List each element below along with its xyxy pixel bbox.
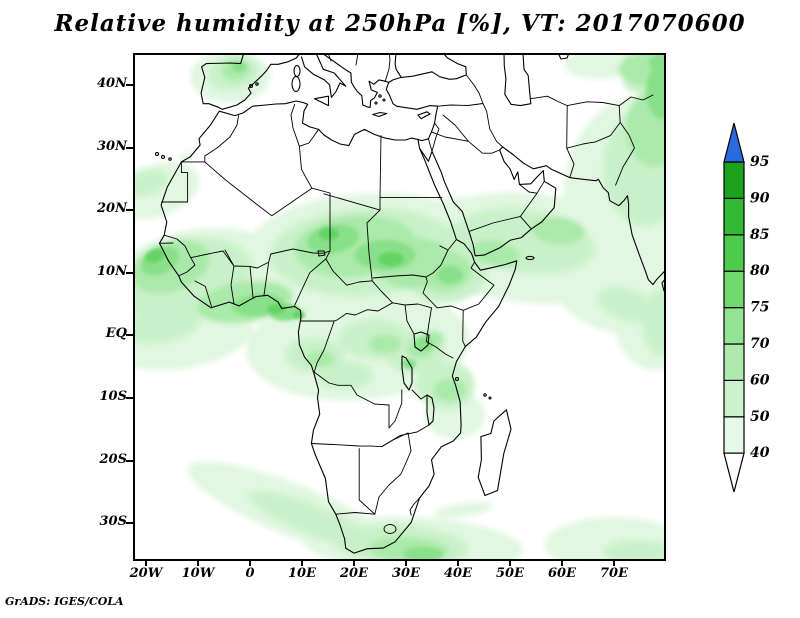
lon-tick-label: 70E	[600, 566, 628, 581]
lon-tick-mark	[509, 561, 511, 566]
sicily-island	[313, 95, 330, 107]
lat-tick-mark	[126, 83, 133, 86]
lake-tanganyika	[401, 355, 413, 391]
colorbar-segment	[723, 161, 745, 200]
plot-title: Relative humidity at 250hPa [%], VT: 201…	[54, 10, 746, 37]
colorbar-label: 85	[750, 227, 769, 243]
lon-tick-label: 40E	[444, 566, 472, 581]
aral-sea-hint	[557, 52, 570, 60]
map-frame	[133, 53, 666, 561]
lon-tick-label: 30E	[392, 566, 420, 581]
lat-tick-label: 20S	[99, 451, 127, 467]
lat-tick-mark	[126, 209, 133, 212]
lon-tick-mark	[405, 561, 407, 566]
lat-tick-mark	[126, 146, 133, 149]
canary-island	[168, 157, 172, 161]
aegean-island	[382, 98, 386, 102]
lon-tick-mark	[197, 561, 199, 566]
socotra-island	[525, 255, 535, 261]
map-plot-area	[101, 49, 707, 574]
canary-island	[160, 154, 166, 160]
colorbar-label: 50	[750, 409, 770, 425]
lon-tick-mark	[457, 561, 459, 566]
lon-tick-label: 10W	[181, 566, 215, 581]
lat-tick-label: 20N	[97, 201, 127, 217]
africa-coastline	[158, 100, 518, 554]
lat-tick-label: 10S	[99, 388, 127, 404]
humidity-shading-level5	[145, 228, 404, 319]
madagascar-coastline	[477, 409, 512, 497]
colorbar-label: 70	[750, 336, 770, 352]
canary-island	[154, 151, 160, 157]
colorbar-label: 40	[750, 445, 770, 461]
sardinia-island	[291, 75, 301, 93]
lake-malawi	[426, 394, 435, 426]
comoros-island	[483, 393, 487, 397]
lon-tick-label: 60E	[548, 566, 576, 581]
colorbar-segment	[723, 234, 745, 272]
colorbar-segment	[723, 307, 745, 345]
africa-map	[101, 49, 707, 574]
colorbar-label: 95	[750, 154, 769, 170]
black-sea-coastline	[388, 52, 467, 83]
iberia-france-coastline	[200, 52, 301, 110]
lat-tick-mark	[126, 459, 133, 462]
lat-tick-label: EQ	[105, 326, 127, 342]
lon-tick-mark	[145, 561, 147, 566]
lat-tick-mark	[126, 522, 133, 525]
colorbar-segment	[723, 270, 745, 309]
lon-tick-mark	[301, 561, 303, 566]
colorbar-label: 60	[750, 372, 770, 388]
colorbar-label: 75	[750, 300, 769, 316]
lat-tick-label: 30N	[97, 138, 127, 154]
lon-tick-label: 20E	[340, 566, 368, 581]
corsica-island	[293, 64, 301, 78]
colorbar-under-arrow	[723, 452, 745, 493]
caspian-sea-coastline	[503, 52, 532, 107]
colorbar-label: 90	[750, 190, 770, 206]
balearic-island	[248, 83, 254, 89]
colorbar-svg: 40 50 60 70 75 80 85 90 95	[723, 122, 770, 493]
lat-tick-label: 30S	[99, 514, 127, 530]
lat-tick-mark	[126, 271, 133, 274]
lon-tick-label: 10E	[288, 566, 316, 581]
lat-tick-mark	[126, 334, 133, 337]
comoros-island	[488, 396, 492, 400]
italy-coastline	[300, 52, 347, 98]
cyprus-island	[417, 111, 431, 120]
lake-victoria	[413, 331, 430, 352]
lon-tick-mark	[561, 561, 563, 566]
colorbar-segment	[723, 379, 745, 418]
lon-tick-label: 20W	[129, 566, 163, 581]
lon-tick-label: 0	[245, 566, 255, 581]
colorbar-label: 80	[750, 263, 770, 279]
lon-tick-mark	[249, 561, 251, 566]
zanzibar-island	[454, 376, 460, 382]
crete-island	[372, 111, 388, 118]
balearic-island	[255, 82, 259, 86]
lon-tick-label: 50E	[496, 566, 524, 581]
colorbar: 40 50 60 70 75 80 85 90 95	[700, 108, 800, 528]
lon-tick-mark	[613, 561, 615, 566]
lon-tick-mark	[353, 561, 355, 566]
aegean-island	[374, 101, 378, 105]
colorbar-segment	[723, 197, 745, 236]
lake-chad	[317, 250, 326, 257]
colorbar-over-arrow	[723, 122, 745, 163]
colorbar-segment	[723, 416, 745, 454]
country-borders	[159, 52, 654, 534]
lat-tick-label: 10N	[97, 263, 127, 279]
lat-tick-mark	[126, 396, 133, 399]
arabia-asia-coastline	[418, 146, 667, 286]
lat-tick-label: 40N	[97, 75, 127, 91]
coastlines	[154, 52, 667, 554]
aegean-island	[378, 94, 382, 98]
grads-credit: GrADS: IGES/COLA	[5, 595, 124, 608]
colorbar-segment	[723, 343, 745, 382]
balkans-greece-turkey-coastline	[321, 52, 439, 142]
